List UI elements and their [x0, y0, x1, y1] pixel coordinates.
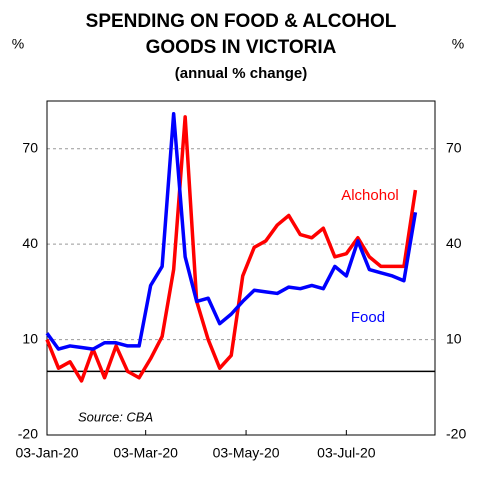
y2-unit: %: [452, 36, 464, 52]
x-tick-label: 03-May-20: [213, 445, 280, 461]
legend-label: Food: [351, 309, 385, 326]
plot-frame: [46, 100, 436, 436]
y-tick-label: 10: [22, 330, 38, 346]
y2-tick-label: 10: [446, 330, 462, 346]
x-tick-label: 03-Mar-20: [113, 445, 178, 461]
line-series: [45, 115, 418, 383]
x-tick-label: 03-Jan-20: [15, 445, 78, 461]
y2-tick-label: 70: [446, 139, 462, 155]
chart-title: SPENDING ON FOOD & ALCOHOL: [86, 11, 397, 32]
chart-title: GOODS IN VICTORIA: [146, 37, 337, 58]
chart-subtitle: (annual % change): [175, 65, 308, 82]
y2-tick-label: 40: [446, 235, 462, 251]
source: Source: CBA: [78, 409, 153, 424]
y-tick-label: -20: [18, 426, 38, 442]
line-series: [45, 111, 418, 351]
y-unit: %: [12, 36, 24, 52]
y-tick-label: 40: [22, 235, 38, 251]
legend-label: Alchohol: [341, 187, 399, 204]
x-tick-label: 03-Jul-20: [317, 445, 376, 461]
y-tick-label: 70: [22, 139, 38, 155]
y2-tick-label: -20: [446, 426, 466, 442]
